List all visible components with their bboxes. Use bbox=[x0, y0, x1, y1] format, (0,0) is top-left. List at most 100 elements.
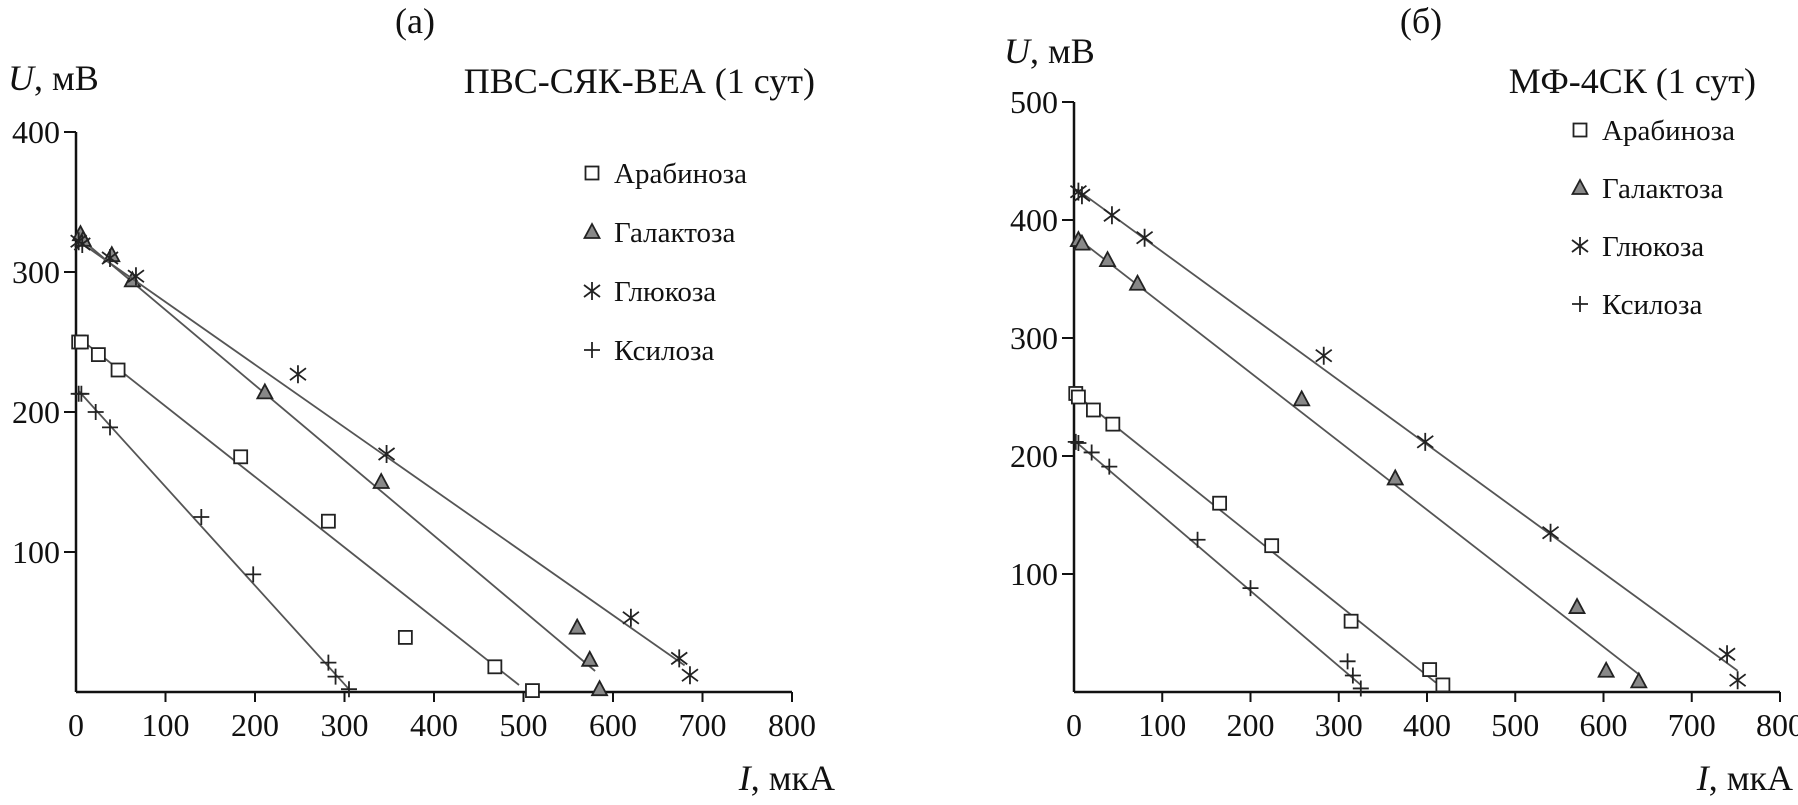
x-tick-label: 500 bbox=[1491, 707, 1539, 743]
fit-line bbox=[78, 390, 350, 690]
data-point bbox=[1629, 671, 1648, 689]
y-axis-label: U, мВ bbox=[1004, 31, 1095, 71]
x-axis-label: I, мкА bbox=[1696, 758, 1793, 798]
data-point bbox=[101, 249, 119, 267]
data-point bbox=[1101, 458, 1118, 475]
fit-line bbox=[78, 240, 686, 667]
data-point bbox=[1339, 653, 1356, 670]
fit-line bbox=[78, 337, 520, 686]
data-point bbox=[1435, 677, 1451, 693]
series-triangle bbox=[71, 224, 609, 697]
data-point bbox=[1352, 680, 1369, 697]
data-point bbox=[1315, 346, 1333, 365]
data-point bbox=[622, 608, 640, 627]
y-tick-label: 100 bbox=[1010, 556, 1058, 592]
data-point bbox=[1212, 495, 1228, 511]
data-point bbox=[87, 404, 104, 420]
data-point bbox=[320, 654, 337, 671]
data-point bbox=[1568, 597, 1587, 614]
data-point bbox=[1083, 444, 1100, 461]
x-tick-label: 100 bbox=[1138, 707, 1186, 743]
series-asterisk bbox=[1069, 182, 1747, 690]
x-tick-label: 300 bbox=[1315, 707, 1363, 743]
data-point bbox=[1072, 233, 1091, 251]
data-point bbox=[1597, 660, 1616, 678]
x-tick-label: 200 bbox=[231, 707, 279, 743]
series-square bbox=[71, 334, 540, 698]
data-point bbox=[1071, 389, 1086, 405]
x-tick-label: 700 bbox=[679, 707, 727, 743]
data-point bbox=[1136, 228, 1154, 247]
data-point bbox=[1542, 523, 1560, 542]
legend-marker bbox=[1572, 122, 1588, 138]
legend-marker bbox=[583, 282, 601, 300]
data-point bbox=[1264, 538, 1280, 554]
data-point bbox=[1103, 206, 1121, 225]
data-point bbox=[127, 267, 145, 286]
data-point bbox=[193, 509, 210, 525]
data-point bbox=[1422, 662, 1438, 677]
fit-line bbox=[1076, 236, 1640, 676]
x-tick-label: 800 bbox=[768, 707, 816, 743]
legend-marker bbox=[584, 165, 600, 181]
data-point bbox=[102, 419, 119, 436]
x-tick-label: 0 bbox=[1066, 707, 1082, 743]
data-point bbox=[255, 382, 274, 400]
data-point bbox=[1070, 435, 1087, 452]
x-tick-label: 800 bbox=[1756, 707, 1798, 743]
data-point bbox=[110, 362, 126, 378]
data-point bbox=[73, 385, 90, 402]
legend: Арабиноза Галактоза Глюкоза Ксилоза bbox=[582, 158, 747, 367]
data-point bbox=[525, 683, 540, 698]
series-plus bbox=[70, 385, 357, 698]
fit-line bbox=[1075, 393, 1437, 684]
data-point bbox=[1292, 389, 1311, 407]
chart-panel-2: 0 100 200 300 400 500 600 700 800 100 200 300 400 500… bbox=[1004, 1, 1798, 798]
x-tick-label: 400 bbox=[1403, 707, 1451, 743]
y-tick-label: 400 bbox=[12, 114, 60, 150]
data-point bbox=[1718, 645, 1736, 664]
data-point bbox=[245, 566, 262, 583]
data-point bbox=[1343, 613, 1359, 629]
data-point bbox=[1067, 433, 1084, 450]
data-point bbox=[1344, 667, 1361, 684]
series-asterisk bbox=[70, 232, 699, 685]
legend-marker bbox=[584, 342, 600, 358]
data-point bbox=[1386, 468, 1405, 486]
data-point bbox=[1128, 273, 1147, 291]
data-point bbox=[1098, 250, 1117, 268]
y-tick-label: 100 bbox=[12, 534, 60, 570]
legend-marker bbox=[1571, 237, 1589, 255]
fit-line bbox=[1075, 441, 1362, 686]
y-tick-label: 500 bbox=[1010, 84, 1058, 120]
fit-line bbox=[1076, 188, 1739, 672]
legend-label: Глюкоза bbox=[614, 276, 716, 308]
data-point bbox=[90, 347, 106, 363]
data-point bbox=[320, 513, 336, 529]
chart-title: ПВС-СЯК-ВЕА (1 сут) bbox=[464, 61, 815, 101]
legend-label: Галактоза bbox=[1602, 173, 1723, 205]
y-tick-label: 300 bbox=[1010, 320, 1058, 356]
panel-label: (б) bbox=[1400, 1, 1442, 41]
chart-title: МФ-4СК (1 сут) bbox=[1509, 61, 1756, 101]
y-axis-label: U, мВ bbox=[8, 58, 99, 98]
legend-marker bbox=[1572, 296, 1588, 312]
y-tick-label: 200 bbox=[12, 394, 60, 430]
y-tick-label: 300 bbox=[12, 254, 60, 290]
data-point bbox=[1086, 402, 1101, 418]
x-axis-label: I, мкА bbox=[738, 758, 835, 798]
legend-marker bbox=[1570, 178, 1590, 195]
y-tick-label: 400 bbox=[1010, 202, 1058, 238]
data-point bbox=[378, 445, 396, 463]
x-tick-label: 500 bbox=[500, 707, 548, 743]
panel-label: (a) bbox=[395, 1, 435, 41]
legend-label: Глюкоза bbox=[1602, 231, 1704, 263]
data-point bbox=[73, 235, 91, 253]
legend-label: Ксилоза bbox=[1602, 289, 1702, 321]
data-point bbox=[590, 679, 609, 697]
data-point bbox=[233, 449, 249, 465]
data-point bbox=[670, 649, 688, 668]
series-triangle bbox=[1069, 230, 1648, 689]
data-point bbox=[397, 630, 413, 645]
